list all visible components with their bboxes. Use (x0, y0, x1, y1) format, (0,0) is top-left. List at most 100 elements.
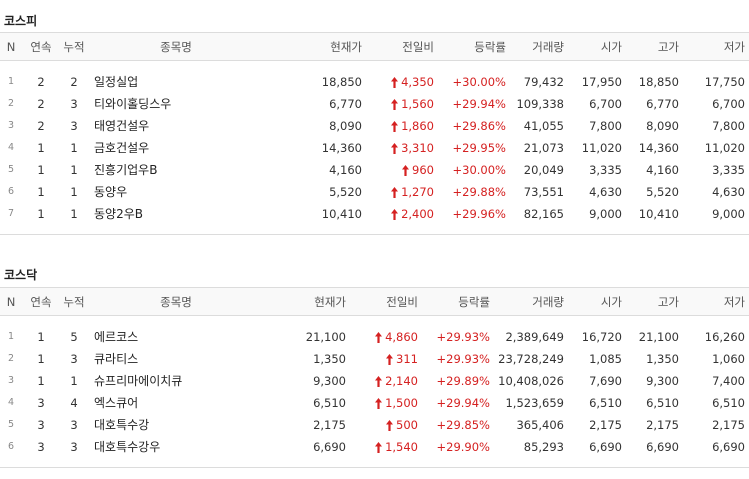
trade-volume: 10,408,026 (498, 373, 564, 388)
col-header-open[interactable]: 시가 (568, 287, 626, 316)
table-row: 3 2 3 태영건설우 8,090 1,860 +29.86% 41,055 7,800 8,09… (0, 115, 749, 137)
col-header-total[interactable]: 누적 (60, 32, 88, 61)
low-price: 17,750 (704, 74, 745, 89)
open-price: 7,800 (589, 118, 622, 133)
row-number: 4 (7, 397, 15, 408)
table-row: 2 1 3 큐라티스 1,350 311 +29.93% 23,728,249 1,085 1,3… (0, 348, 749, 370)
col-header-volume[interactable]: 거래량 (510, 32, 568, 61)
trade-volume: 1,523,659 (505, 395, 564, 410)
high-price: 2,175 (646, 417, 679, 432)
high-price: 1,350 (646, 351, 679, 366)
col-header-rate[interactable]: 등락률 (422, 287, 494, 316)
col-header-n[interactable]: N (0, 32, 22, 61)
col-header-low[interactable]: 저가 (683, 287, 749, 316)
trade-volume: 41,055 (523, 118, 564, 133)
low-price: 3,335 (712, 162, 745, 177)
col-header-high[interactable]: 고가 (626, 32, 683, 61)
trade-volume: 21,073 (523, 140, 564, 155)
trade-volume: 2,389,649 (505, 329, 564, 344)
total-count: 4 (70, 395, 78, 410)
trade-volume: 79,432 (523, 74, 564, 89)
col-header-change[interactable]: 전일비 (366, 32, 438, 61)
change-cell: 311 (350, 348, 422, 370)
col-header-low[interactable]: 저가 (683, 32, 749, 61)
stock-name-link[interactable]: 티와이홀딩스우 (94, 97, 172, 111)
table-row: 1 1 5 에르코스 21,100 4,860 +29.93% 2,389,649 16,720… (0, 326, 749, 348)
stock-name-link[interactable]: 동양우 (94, 185, 128, 199)
col-header-streak[interactable]: 연속 (22, 287, 60, 316)
open-price: 4,630 (589, 184, 622, 199)
col-header-name[interactable]: 종목명 (88, 32, 264, 61)
col-header-change[interactable]: 전일비 (350, 287, 422, 316)
col-header-high[interactable]: 고가 (626, 287, 683, 316)
col-header-price[interactable]: 현재가 (264, 287, 350, 316)
change-rate: +29.88% (452, 184, 507, 199)
table-row: 3 1 1 슈프리마에이치큐 9,300 2,140 +29.89% 10,408,026 7,… (0, 370, 749, 392)
high-price: 21,100 (638, 329, 679, 344)
stock-name-link[interactable]: 대호특수강우 (94, 440, 161, 454)
total-count: 3 (70, 96, 78, 111)
row-number: 6 (7, 441, 15, 452)
row-number: 2 (7, 353, 15, 364)
current-price: 2,175 (313, 417, 346, 432)
change-cell: 2,400 (366, 203, 438, 225)
table-row: 1 2 2 일정실업 18,850 4,350 +30.00% 79,432 17,950 18,… (0, 71, 749, 93)
up-arrow-icon (375, 331, 383, 343)
change-rate: +29.89% (436, 373, 491, 388)
stock-name-link[interactable]: 큐라티스 (94, 352, 139, 366)
col-header-price[interactable]: 현재가 (264, 32, 366, 61)
streak-count: 1 (37, 329, 45, 344)
streak-count: 3 (37, 417, 45, 432)
kosdaq-table: N 연속 누적 종목명 현재가 전일비 등락률 거래량 시가 고가 저가 1 1 5… (0, 287, 749, 468)
total-count: 3 (70, 118, 78, 133)
change-value: 960 (412, 162, 434, 177)
open-price: 6,690 (589, 439, 622, 454)
up-arrow-icon (375, 441, 383, 453)
stock-name-link[interactable]: 태영건설우 (94, 119, 150, 133)
low-price: 4,630 (712, 184, 745, 199)
total-count: 1 (70, 373, 78, 388)
change-cell: 2,140 (350, 370, 422, 392)
change-rate: +29.94% (452, 96, 507, 111)
current-price: 6,690 (313, 439, 346, 454)
total-count: 3 (70, 417, 78, 432)
col-header-volume[interactable]: 거래량 (494, 287, 568, 316)
stock-name-link[interactable]: 대호특수강 (94, 418, 150, 432)
col-header-open[interactable]: 시가 (568, 32, 626, 61)
row-number: 1 (7, 76, 15, 87)
streak-count: 2 (37, 96, 45, 111)
stock-name-link[interactable]: 일정실업 (94, 75, 139, 89)
open-price: 11,020 (581, 140, 622, 155)
trade-volume: 82,165 (523, 206, 564, 221)
table-header-row: N 연속 누적 종목명 현재가 전일비 등락률 거래량 시가 고가 저가 (0, 287, 749, 316)
open-price: 7,690 (589, 373, 622, 388)
col-header-n[interactable]: N (0, 287, 22, 316)
high-price: 8,090 (646, 118, 679, 133)
row-number: 7 (7, 208, 15, 219)
col-header-rate[interactable]: 등락률 (438, 32, 510, 61)
stock-name-link[interactable]: 슈프리마에이치큐 (94, 374, 183, 388)
streak-count: 1 (37, 162, 45, 177)
stock-name-link[interactable]: 금호건설우 (94, 141, 150, 155)
low-price: 16,260 (704, 329, 745, 344)
stock-name-link[interactable]: 엑스큐어 (94, 396, 139, 410)
row-number: 1 (7, 331, 15, 342)
high-price: 18,850 (638, 74, 679, 89)
low-price: 11,020 (704, 140, 745, 155)
section-title: 코스피 (4, 14, 38, 28)
stock-name-link[interactable]: 진흥기업우B (94, 163, 158, 177)
col-header-name[interactable]: 종목명 (88, 287, 264, 316)
low-price: 6,510 (712, 395, 745, 410)
streak-count: 1 (37, 184, 45, 199)
stock-name-link[interactable]: 동양2우B (94, 207, 143, 221)
spacer-row (0, 316, 749, 326)
stock-name-link[interactable]: 에르코스 (94, 330, 139, 344)
change-value: 3,310 (401, 140, 434, 155)
col-header-total[interactable]: 누적 (60, 287, 88, 316)
up-arrow-icon (391, 186, 399, 198)
col-header-streak[interactable]: 연속 (22, 32, 60, 61)
current-price: 6,510 (313, 395, 346, 410)
trade-volume: 365,406 (516, 417, 564, 432)
change-cell: 4,350 (366, 71, 438, 93)
change-rate: +30.00% (452, 162, 507, 177)
